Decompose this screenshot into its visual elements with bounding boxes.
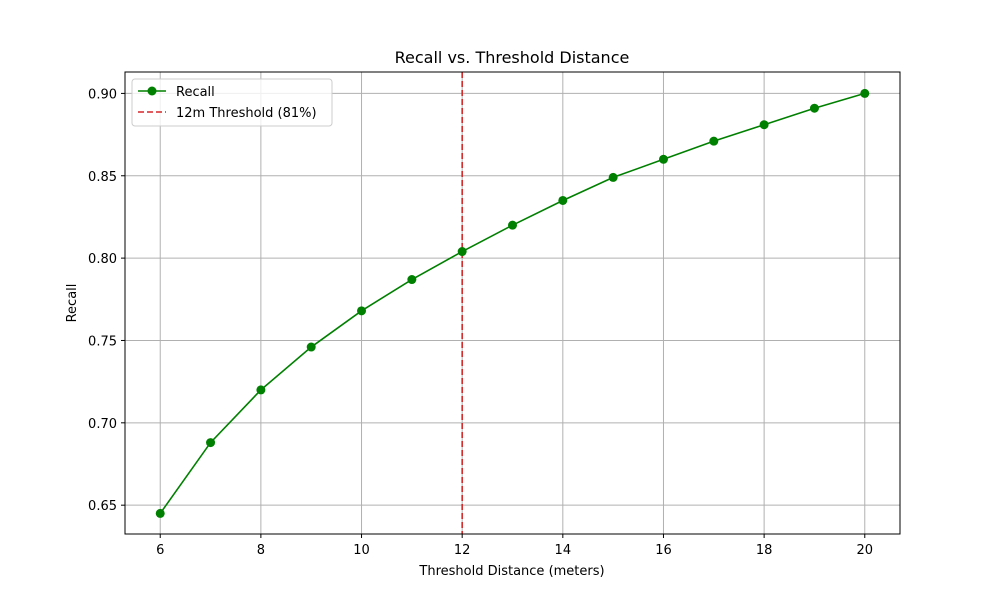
x-tick-label: 12 [454, 543, 471, 558]
y-tick-label: 0.80 [88, 252, 117, 267]
legend: Recall 12m Threshold (81%) [131, 78, 333, 127]
recall-data-point [608, 172, 618, 182]
grid-lines [125, 72, 900, 534]
recall-data-point [357, 306, 367, 316]
x-tick-label: 8 [257, 543, 265, 558]
recall-data-point [508, 220, 517, 230]
x-tick-label: 6 [156, 543, 164, 558]
legend-recall-label: Recall [176, 85, 215, 100]
y-tick-label: 0.90 [88, 87, 117, 102]
y-tick-label: 0.75 [88, 334, 117, 349]
legend-box [131, 78, 333, 127]
recall-data-point [256, 385, 266, 395]
legend-threshold-label: 12m Threshold (81%) [176, 106, 317, 121]
x-tick-label: 10 [353, 543, 370, 558]
y-tick-label: 0.85 [88, 170, 117, 185]
recall-series-line [159, 92, 865, 514]
x-tick-label: 16 [655, 543, 672, 558]
x-tick-label: 20 [856, 543, 873, 558]
chart-title: Recall vs. Threshold Distance [395, 48, 630, 67]
y-tick-label: 0.70 [88, 417, 117, 432]
y-axis-label: Recall [65, 284, 80, 323]
recall-data-point [809, 103, 819, 113]
plot-frame [124, 71, 901, 535]
recall-data-point [860, 88, 870, 98]
recall-data-point [155, 508, 165, 518]
recall-data-point [709, 136, 719, 146]
legend-recall-marker [147, 86, 157, 96]
x-tick-label: 14 [555, 543, 572, 558]
legend-entries: Recall 12m Threshold (81%) [138, 85, 317, 121]
x-axis-ticks: 6 8 10 12 14 16 18 20 [156, 534, 873, 558]
recall-data-point [457, 247, 467, 257]
recall-data-point [306, 342, 316, 352]
recall-data-point [407, 275, 417, 285]
x-tick-label: 18 [756, 543, 773, 558]
series-layer [155, 88, 870, 518]
recall-data-point [658, 154, 668, 164]
y-axis-ticks: 0.65 0.70 0.75 0.80 0.85 0.90 [88, 87, 125, 514]
x-axis-label: Threshold Distance (meters) [418, 564, 604, 579]
recall-data-point [206, 438, 216, 448]
recall-data-point [759, 120, 769, 130]
y-tick-label: 0.65 [88, 499, 117, 514]
recall-data-point [558, 195, 568, 205]
